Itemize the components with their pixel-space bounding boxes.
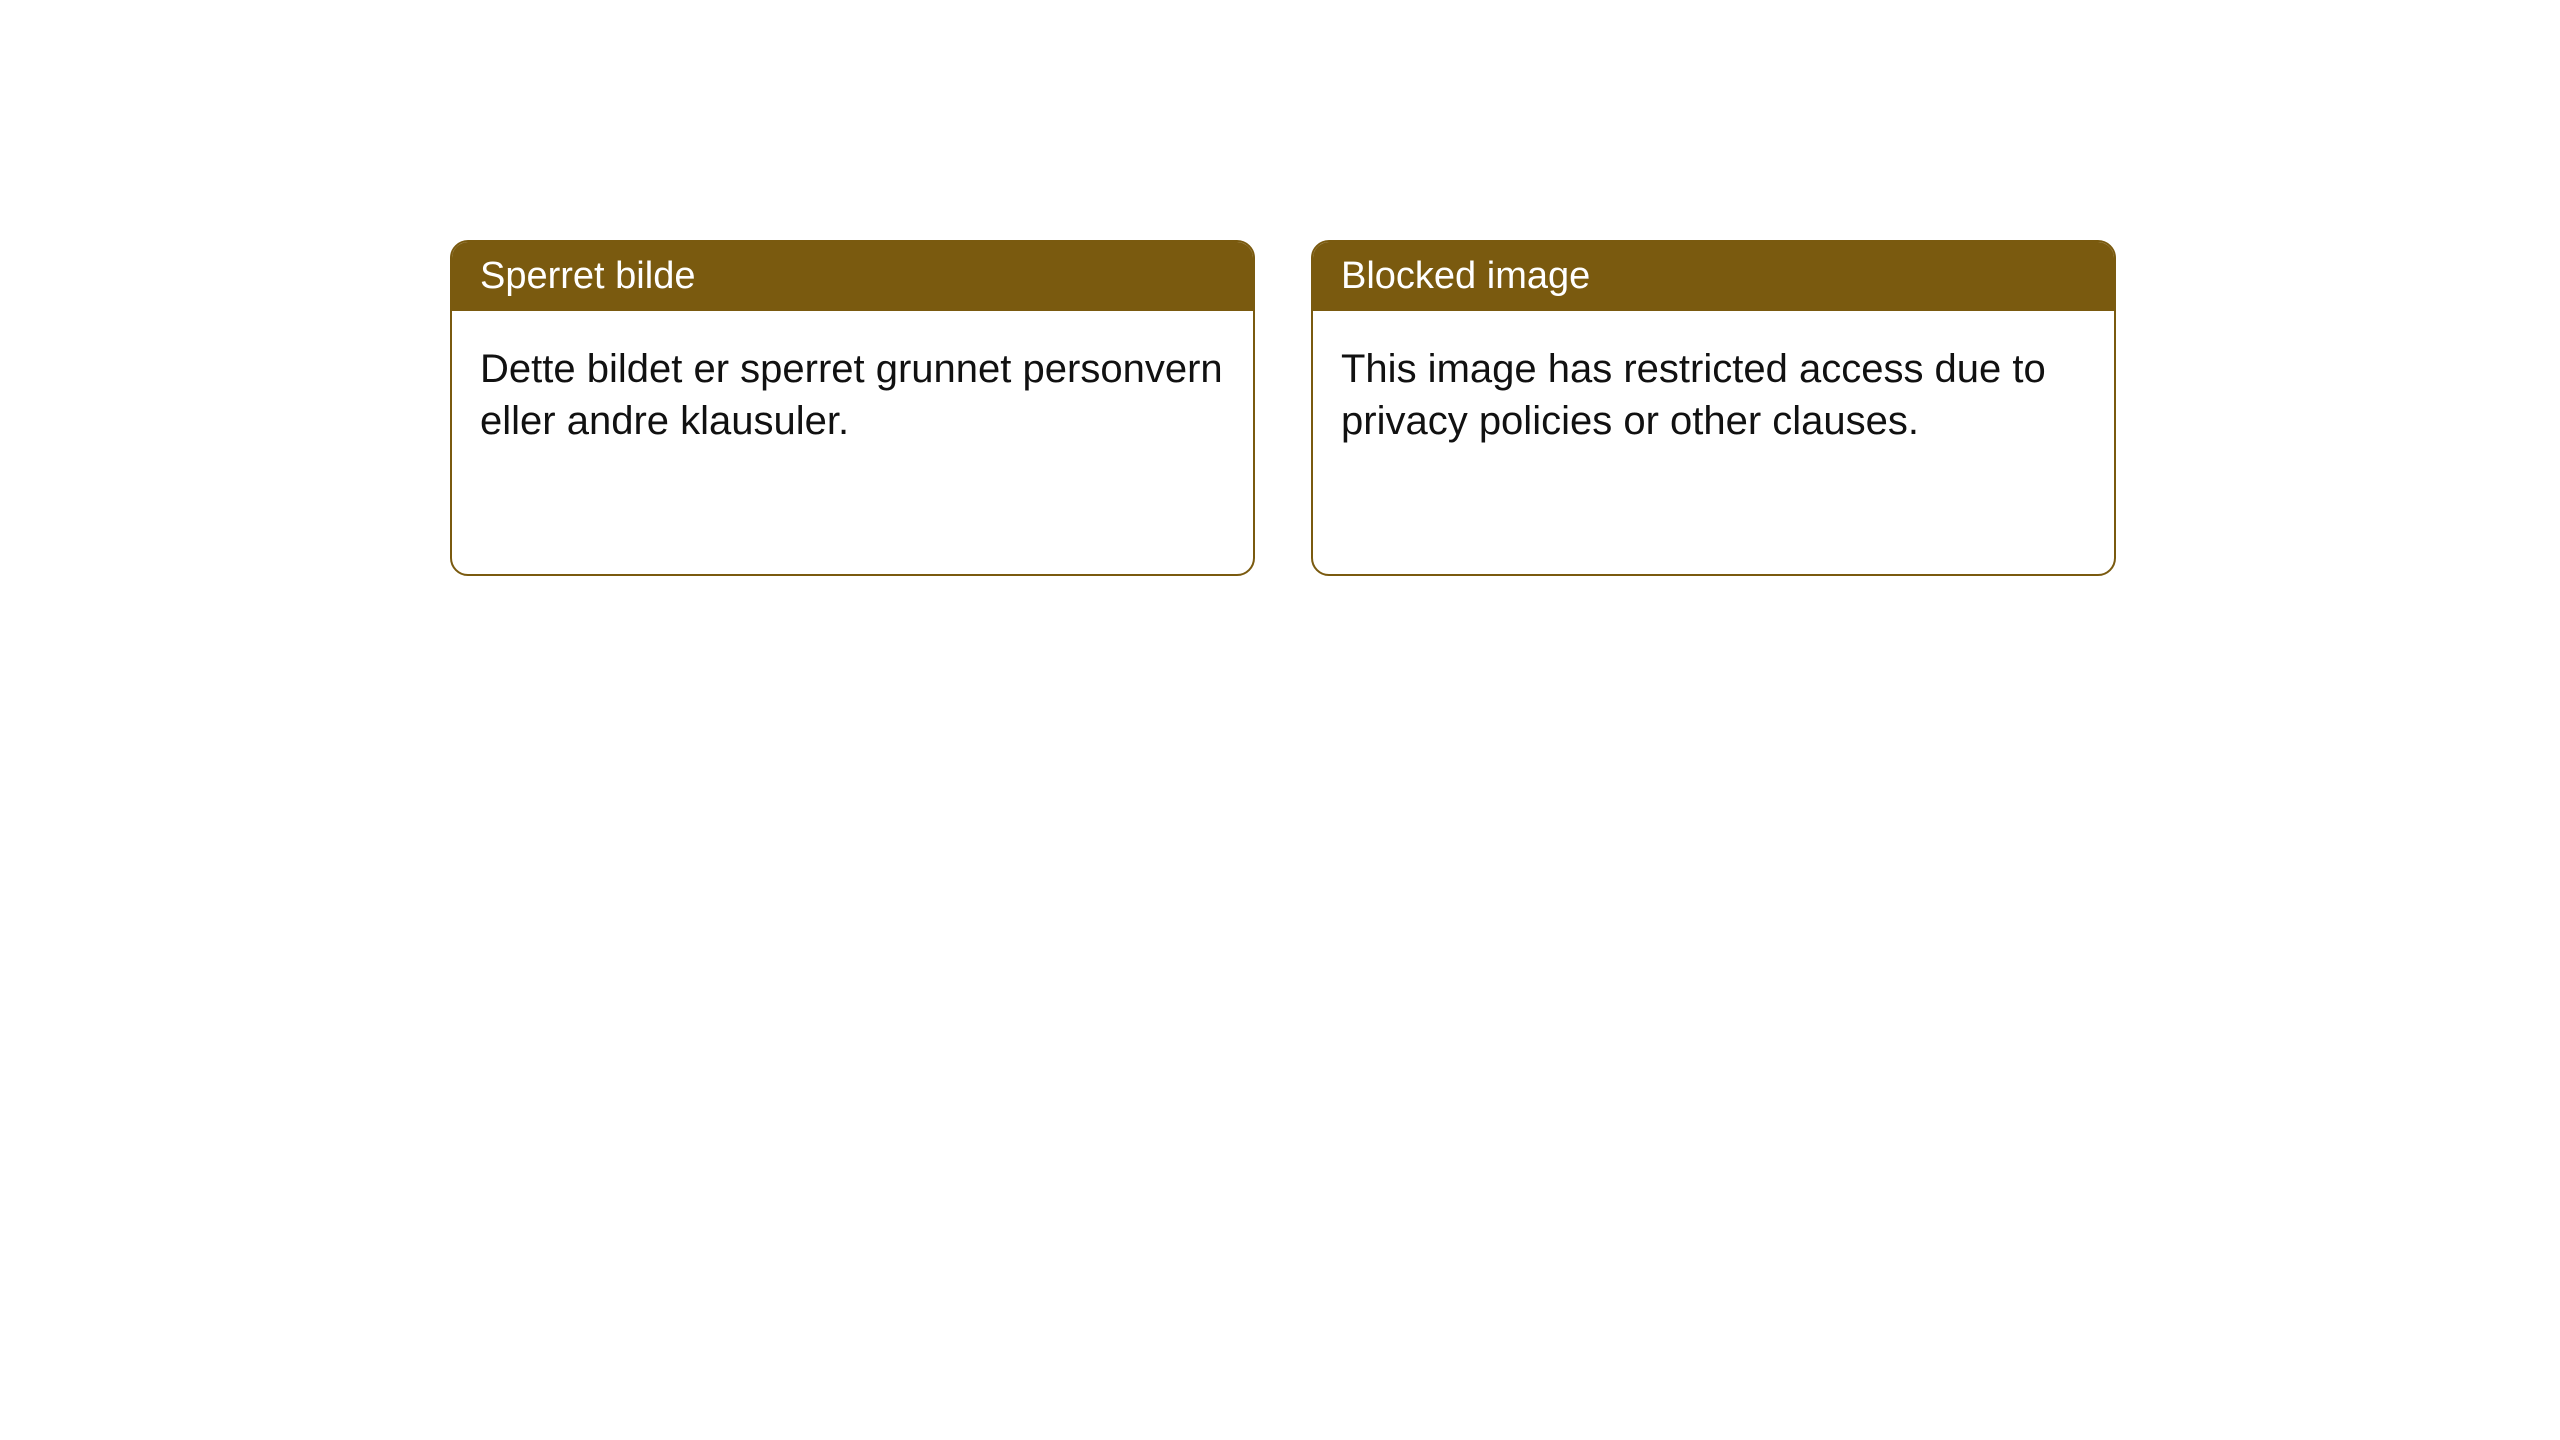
notice-title-english: Blocked image [1313,242,2114,311]
notice-body-english: This image has restricted access due to … [1313,311,2114,479]
notice-container: Sperret bilde Dette bildet er sperret gr… [0,0,2560,576]
notice-card-english: Blocked image This image has restricted … [1311,240,2116,576]
notice-card-norwegian: Sperret bilde Dette bildet er sperret gr… [450,240,1255,576]
notice-title-norwegian: Sperret bilde [452,242,1253,311]
notice-body-norwegian: Dette bildet er sperret grunnet personve… [452,311,1253,479]
